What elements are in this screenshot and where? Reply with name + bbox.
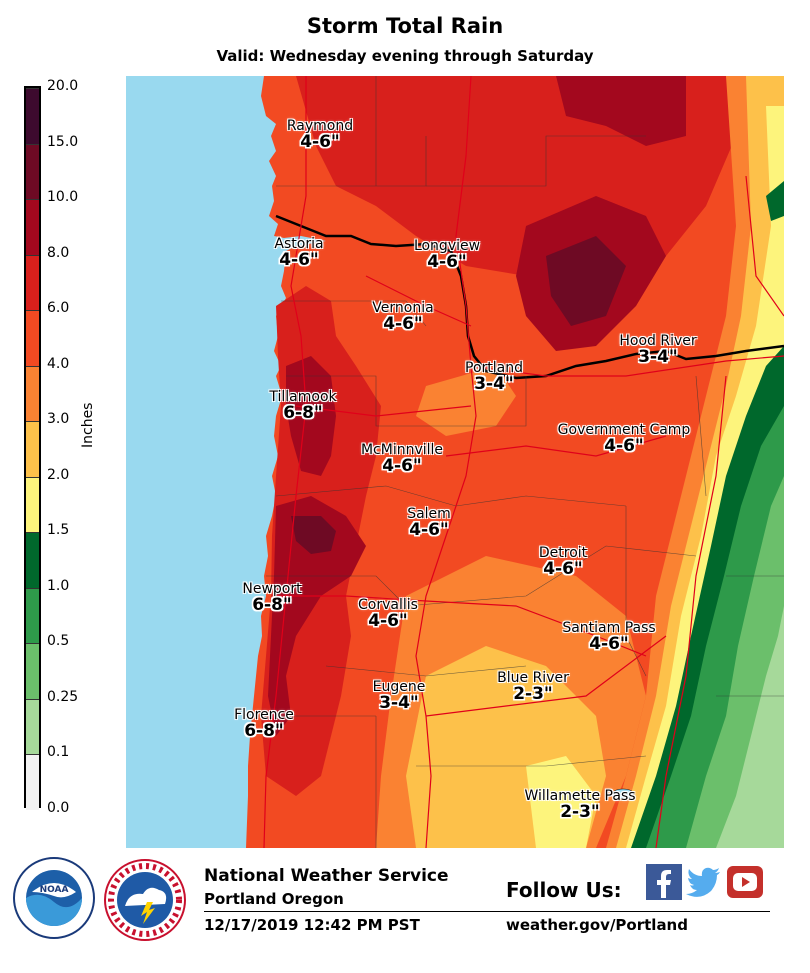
- legend-colorbar: [24, 86, 41, 810]
- legend-tick-label: 0.25: [47, 688, 79, 705]
- footer-url-link[interactable]: weather.gov/Portland: [506, 916, 688, 934]
- legend-swatch: [26, 754, 39, 810]
- legend-swatch: [26, 143, 39, 200]
- legend-tick-label: 0.0: [47, 800, 70, 816]
- legend-tick-label: 2.0: [47, 466, 70, 483]
- facebook-icon[interactable]: [646, 864, 682, 900]
- legend-tick-label: 10.0: [47, 189, 79, 206]
- legend-tick-label: 1.0: [47, 577, 70, 594]
- map-title: Storm Total Rain: [306, 14, 504, 38]
- legend-unit-label: Inches: [80, 402, 96, 448]
- rainfall-map: Raymond 4-6" Astoria 4-6" Longview 4-6" …: [126, 76, 784, 848]
- noaa-logo-icon: NOAA: [13, 857, 95, 939]
- legend-swatch: [26, 254, 39, 311]
- legend-swatch: [26, 421, 39, 477]
- footer-datetime: 12/17/2019 12:42 PM PST: [204, 916, 420, 934]
- zone-8-10-coast: [286, 356, 336, 476]
- footer-office: National Weather Service: [204, 866, 449, 886]
- map-subtitle: Valid: Wednesday evening through Saturda…: [216, 47, 594, 65]
- legend-tick-label: 0.5: [47, 633, 70, 650]
- legend-tick-label: 8.0: [47, 244, 70, 261]
- nws-logo-icon: [104, 859, 186, 941]
- zone-01-025-east: [716, 606, 784, 848]
- zone-15-2-south: [526, 756, 596, 848]
- legend-swatch: [26, 698, 39, 755]
- legend-tick-label: 15.0: [47, 133, 79, 150]
- lake: [611, 788, 635, 800]
- legend-swatch: [26, 310, 39, 366]
- legend-swatch: [26, 365, 39, 422]
- pacific-ocean: [126, 76, 326, 848]
- footer-follow-label: Follow Us:: [506, 878, 622, 902]
- legend-swatch: [26, 643, 39, 699]
- zone-8-10-north: [556, 76, 686, 146]
- legend-swatch: [26, 199, 39, 255]
- legend-swatch: [26, 476, 39, 533]
- legend-tick-label: 0.1: [47, 744, 70, 761]
- legend-swatch: [26, 88, 39, 144]
- youtube-icon[interactable]: [727, 864, 763, 900]
- footer-location: Portland Oregon: [204, 890, 344, 908]
- legend-tick-label: 4.0: [47, 355, 70, 372]
- footer-divider: [204, 911, 770, 912]
- legend-tick-label: 1.5: [47, 522, 70, 539]
- legend-tick-label: 20.0: [47, 78, 79, 94]
- columbia-river: [275, 214, 784, 380]
- legend-swatch: [26, 587, 39, 644]
- noaa-logo-text: NOAA: [40, 885, 69, 895]
- legend-tick-label: 3.0: [47, 411, 70, 428]
- highways: [263, 76, 784, 848]
- rainfall-map-svg: [126, 76, 784, 848]
- legend-swatch: [26, 532, 39, 588]
- zone-8-10-coast-south: [268, 496, 366, 736]
- zone-10-15-coast: [291, 516, 336, 554]
- twitter-icon[interactable]: [686, 864, 722, 900]
- zone-3-4-portland: [416, 366, 516, 436]
- legend-tick-label: 6.0: [47, 300, 70, 317]
- zone-10-15-cascades: [546, 236, 626, 326]
